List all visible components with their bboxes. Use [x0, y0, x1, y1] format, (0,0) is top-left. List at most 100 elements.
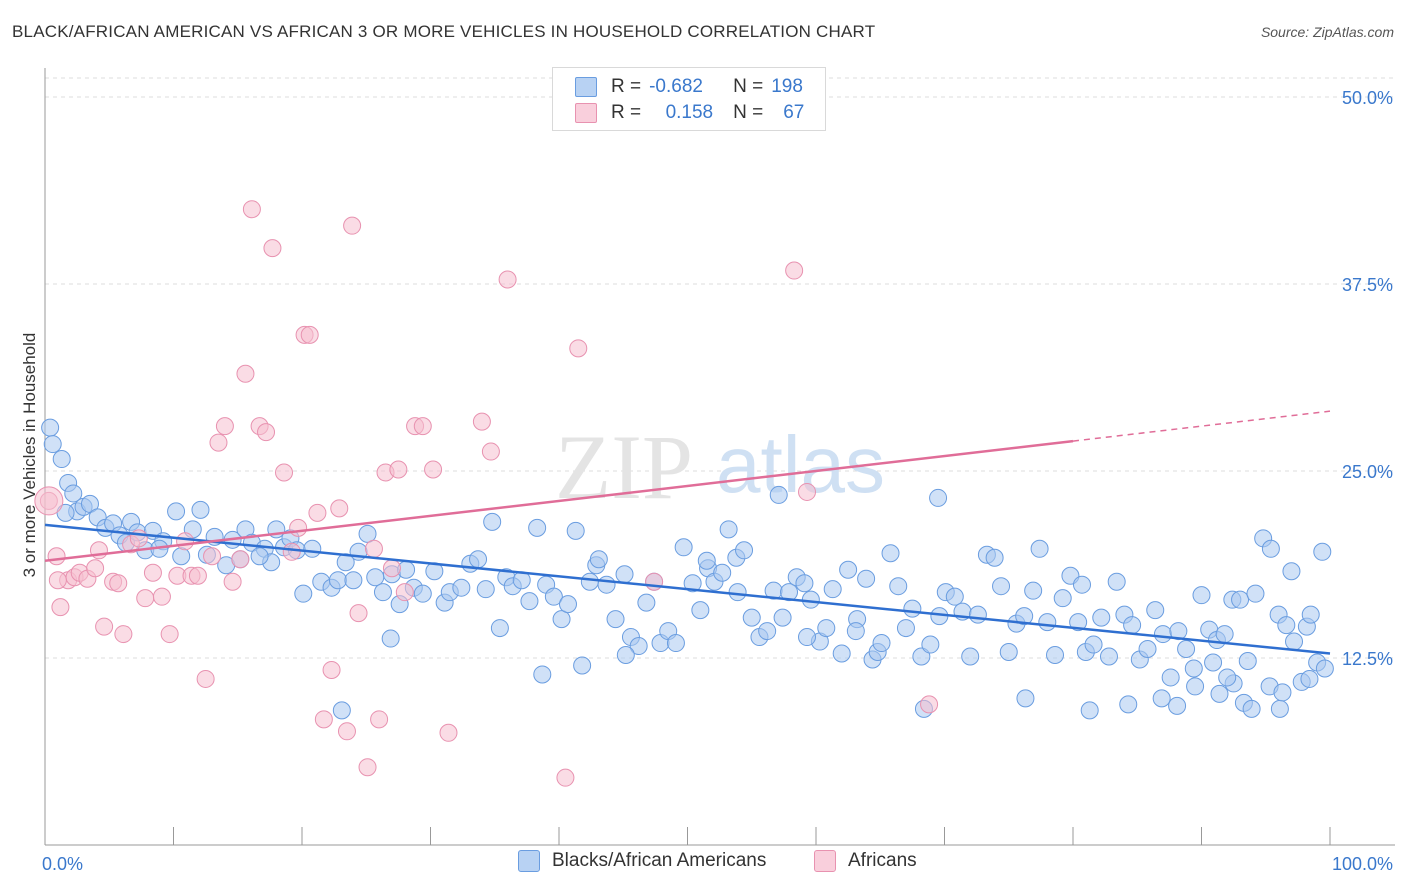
point-blacks [589, 550, 608, 569]
point-blacks [999, 643, 1018, 662]
point-blacks [637, 593, 656, 612]
point-blacks [1277, 616, 1296, 635]
point-blacks [1161, 668, 1180, 687]
point-blacks [1273, 683, 1292, 702]
trend-africans-extension [1072, 410, 1331, 442]
point-blacks [490, 619, 509, 638]
point-blacks [1030, 539, 1049, 558]
point-blacks [929, 488, 948, 507]
point-africans [330, 499, 349, 518]
point-africans [413, 417, 432, 436]
point-blacks [817, 619, 836, 638]
point-blacks [961, 647, 980, 666]
point-blacks [381, 629, 400, 648]
point-africans [95, 617, 114, 636]
point-blacks [1192, 586, 1211, 605]
y-axis-label: 3 or more Vehicles in Household [20, 332, 39, 578]
legend-item-africans[interactable]: Africans [814, 850, 917, 872]
point-africans [223, 572, 242, 591]
point-blacks [1204, 653, 1223, 672]
point-blacks [558, 595, 577, 614]
point-blacks [872, 634, 891, 653]
point-africans [209, 433, 228, 452]
point-blacks [773, 608, 792, 627]
point-africans [236, 364, 255, 383]
point-blacks [1146, 601, 1165, 620]
point-africans [364, 539, 383, 558]
x-tick-label-min: 0.0% [42, 854, 83, 874]
point-africans [308, 503, 327, 522]
point-blacks [968, 605, 987, 624]
point-africans [481, 442, 500, 461]
point-blacks [691, 601, 710, 620]
r-value: 0.158 [665, 102, 714, 123]
point-blacks [1153, 625, 1172, 644]
point-blacks [1270, 699, 1289, 718]
point-blacks [629, 637, 648, 656]
point-blacks [1285, 632, 1304, 651]
r-value: -0.682 [649, 76, 703, 97]
point-africans [289, 518, 308, 537]
point-africans [176, 532, 195, 551]
point-blacks [1282, 562, 1301, 581]
source-label: Source: ZipAtlas.com [1260, 24, 1394, 40]
point-africans [263, 239, 282, 258]
axes [44, 68, 1395, 846]
point-africans [203, 547, 222, 566]
point-blacks [41, 418, 60, 437]
point-africans [109, 574, 128, 593]
point-blacks [1231, 590, 1250, 609]
point-africans [242, 200, 261, 219]
n-label: N = [733, 102, 764, 123]
point-blacks [580, 572, 599, 591]
point-africans [86, 559, 105, 578]
n-value: 67 [783, 102, 805, 123]
point-blacks [1152, 689, 1171, 708]
point-blacks [1177, 640, 1196, 659]
series-legend: Blacks/African Americans Africans [0, 850, 1406, 878]
point-africans [343, 216, 362, 235]
point-blacks [857, 569, 876, 588]
point-blacks [823, 580, 842, 599]
point-blacks [985, 548, 1004, 567]
point-blacks [921, 635, 940, 654]
point-blacks [1084, 635, 1103, 654]
legend-item-blacks[interactable]: Blacks/African Americans [518, 850, 766, 872]
point-blacks [992, 577, 1011, 596]
point-blacks [80, 494, 99, 513]
point-blacks [597, 575, 616, 594]
n-label: N = [733, 76, 764, 97]
point-blacks [552, 610, 571, 629]
point-blacks [294, 584, 313, 603]
point-blacks [742, 608, 761, 627]
point-blacks [795, 574, 814, 593]
legend-row-africans: R = 0.158 N = 67 [575, 100, 804, 126]
point-blacks [520, 592, 539, 611]
point-africans [48, 571, 67, 590]
point-blacks [483, 512, 502, 531]
point-blacks [1218, 668, 1237, 687]
point-blacks [1024, 581, 1043, 600]
point-blacks [1072, 575, 1091, 594]
legend-label: Blacks/African Americans [552, 850, 767, 871]
point-blacks [903, 599, 922, 618]
point-blacks [1184, 659, 1203, 678]
point-blacks [167, 502, 186, 521]
point-blacks [1107, 572, 1126, 591]
point-blacks [1038, 613, 1057, 632]
point-africans [798, 482, 817, 501]
n-value: 198 [771, 76, 803, 97]
r-label: R = [611, 76, 642, 97]
point-africans [382, 559, 401, 578]
point-blacks [1099, 647, 1118, 666]
tick-labels: 12.5% 25.0% 37.5% 50.0% 0.0% 100.0% [42, 88, 1393, 874]
point-africans [51, 598, 70, 617]
r-label: R = [611, 102, 642, 123]
point-blacks [1315, 659, 1334, 678]
point-blacks [1246, 584, 1265, 603]
point-blacks [832, 644, 851, 663]
point-blacks [64, 484, 83, 503]
point-blacks [1046, 646, 1065, 665]
point-blacks [566, 521, 585, 540]
point-blacks [476, 580, 495, 599]
